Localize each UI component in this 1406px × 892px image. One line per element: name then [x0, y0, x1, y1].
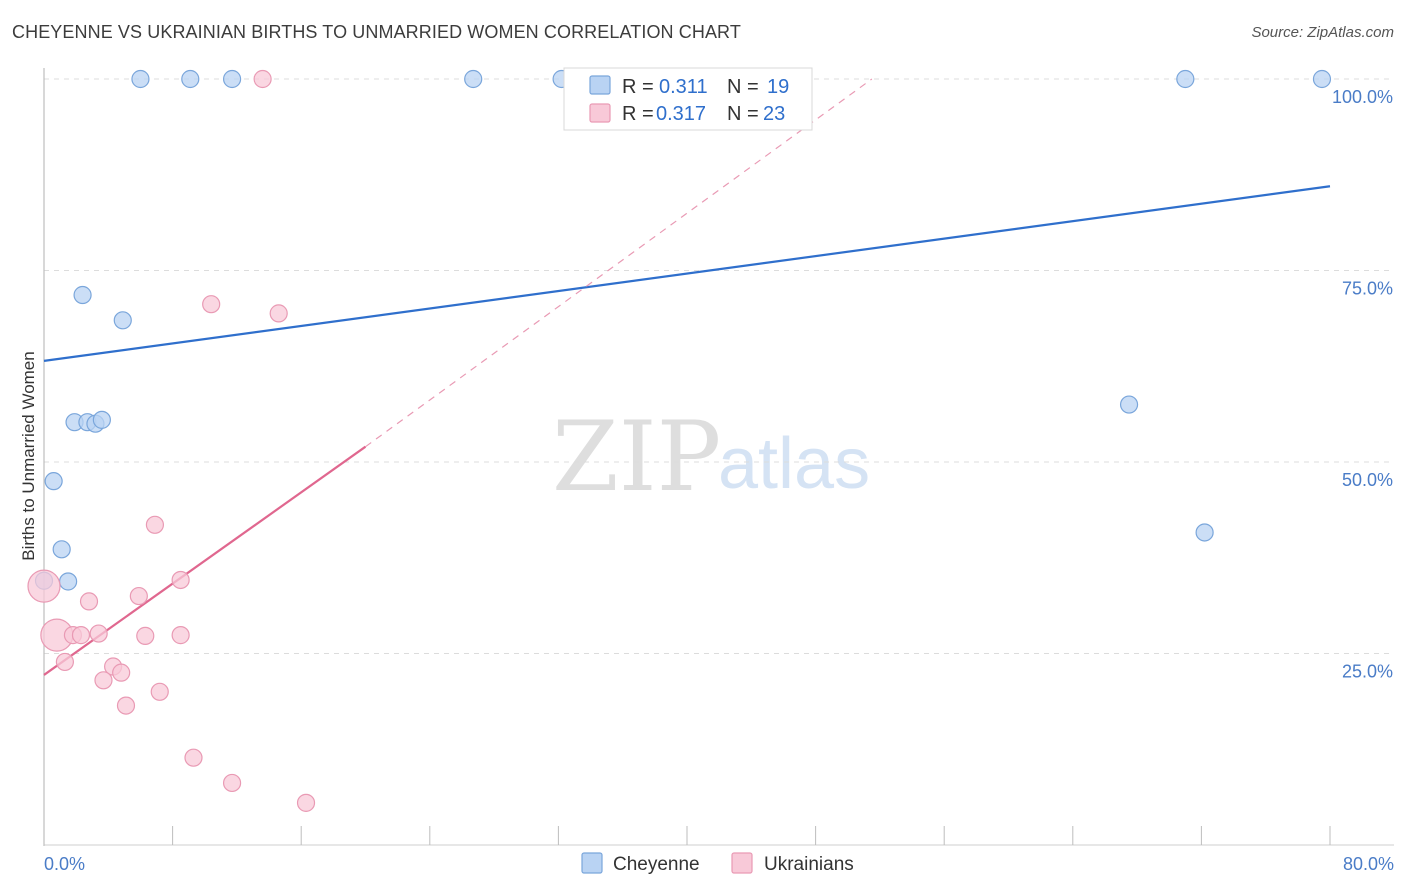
point-ukrainians — [112, 663, 131, 682]
legend-n-value-cheyenne: 19 — [767, 76, 789, 98]
point-ukrainians — [202, 295, 221, 314]
bottom-legend-swatch-cheyenne — [581, 852, 603, 874]
point-ukrainians — [171, 626, 190, 645]
legend-r-label-ukrainians: R = — [622, 103, 654, 125]
trend-lines — [43, 78, 1331, 676]
y-axis-tick-labels: 25.0% 50.0% 75.0% 100.0% — [1332, 87, 1393, 682]
point-ukrainians — [89, 624, 108, 643]
point-cheyenne — [113, 311, 132, 330]
point-ukrainians — [184, 748, 203, 767]
point-cheyenne — [222, 69, 242, 89]
point-cheyenne — [1176, 69, 1195, 89]
point-ukrainians — [71, 626, 91, 645]
legend-swatch-cheyenne — [589, 75, 611, 95]
data-points — [27, 69, 1332, 812]
bottom-legend-label-cheyenne: Cheyenne — [613, 854, 700, 875]
point-cheyenne — [44, 472, 63, 491]
trend-line-cheyenne — [43, 185, 1331, 362]
point-cheyenne — [131, 69, 150, 89]
legend-n-label-cheyenne: N = — [727, 76, 759, 98]
trend-line-ukrainians-extended — [365, 78, 873, 448]
watermark-zip: ZIP — [552, 401, 721, 513]
y-tick-label: 75.0% — [1342, 279, 1393, 299]
point-ukrainians — [55, 652, 74, 672]
point-ukrainians — [269, 304, 288, 323]
point-ukrainians — [79, 592, 99, 611]
point-cheyenne — [181, 69, 200, 89]
y-tick-label: 50.0% — [1342, 470, 1393, 490]
point-cheyenne — [59, 572, 78, 591]
point-ukrainians — [27, 569, 61, 603]
x-tick-label-min: 0.0% — [44, 854, 85, 874]
point-ukrainians — [116, 696, 136, 715]
point-cheyenne — [1119, 395, 1139, 414]
chart-title: CHEYENNE VS UKRAINIAN BIRTHS TO UNMARRIE… — [12, 22, 741, 42]
point-cheyenne — [1195, 523, 1214, 542]
point-ukrainians — [222, 773, 242, 793]
point-cheyenne — [464, 69, 483, 89]
point-ukrainians — [145, 515, 165, 534]
y-axis-label: Births to Unmarried Women — [19, 351, 38, 560]
watermark: ZIP atlas — [552, 401, 870, 513]
watermark-atlas: atlas — [718, 424, 870, 504]
point-ukrainians — [253, 69, 272, 89]
point-ukrainians — [171, 570, 190, 590]
point-ukrainians — [94, 671, 113, 690]
y-tick-label: 25.0% — [1342, 662, 1393, 682]
gridlines — [44, 78, 1394, 654]
legend-r-value-cheyenne: 0.311 — [659, 76, 708, 98]
x-axis-ticks — [43, 826, 1331, 845]
point-cheyenne — [1312, 69, 1332, 89]
point-cheyenne — [52, 540, 71, 559]
bottom-legend: Cheyenne Ukrainians — [581, 852, 854, 875]
source-label: Source: ZipAtlas.com — [1251, 24, 1394, 41]
point-ukrainians — [296, 793, 316, 812]
bottom-legend-label-ukrainians: Ukrainians — [764, 854, 854, 875]
legend: R = 0.311 N = 19 R = 0.317 N = 23 — [563, 67, 813, 131]
legend-r-value-ukrainians: 0.317 — [656, 103, 706, 125]
point-ukrainians — [136, 626, 155, 645]
point-cheyenne — [73, 285, 92, 305]
legend-n-label-ukrainians: N = — [727, 103, 759, 125]
trend-line-ukrainians — [43, 445, 367, 676]
point-ukrainians — [129, 586, 148, 606]
legend-n-value-ukrainians: 23 — [763, 103, 785, 125]
bottom-legend-swatch-ukrainians — [731, 852, 753, 874]
point-cheyenne — [92, 410, 111, 429]
legend-r-label-cheyenne: R = — [622, 76, 654, 98]
point-ukrainians — [150, 682, 169, 701]
y-tick-label: 100.0% — [1332, 87, 1393, 107]
x-tick-label-max: 80.0% — [1343, 854, 1394, 874]
legend-swatch-ukrainians — [589, 103, 611, 123]
